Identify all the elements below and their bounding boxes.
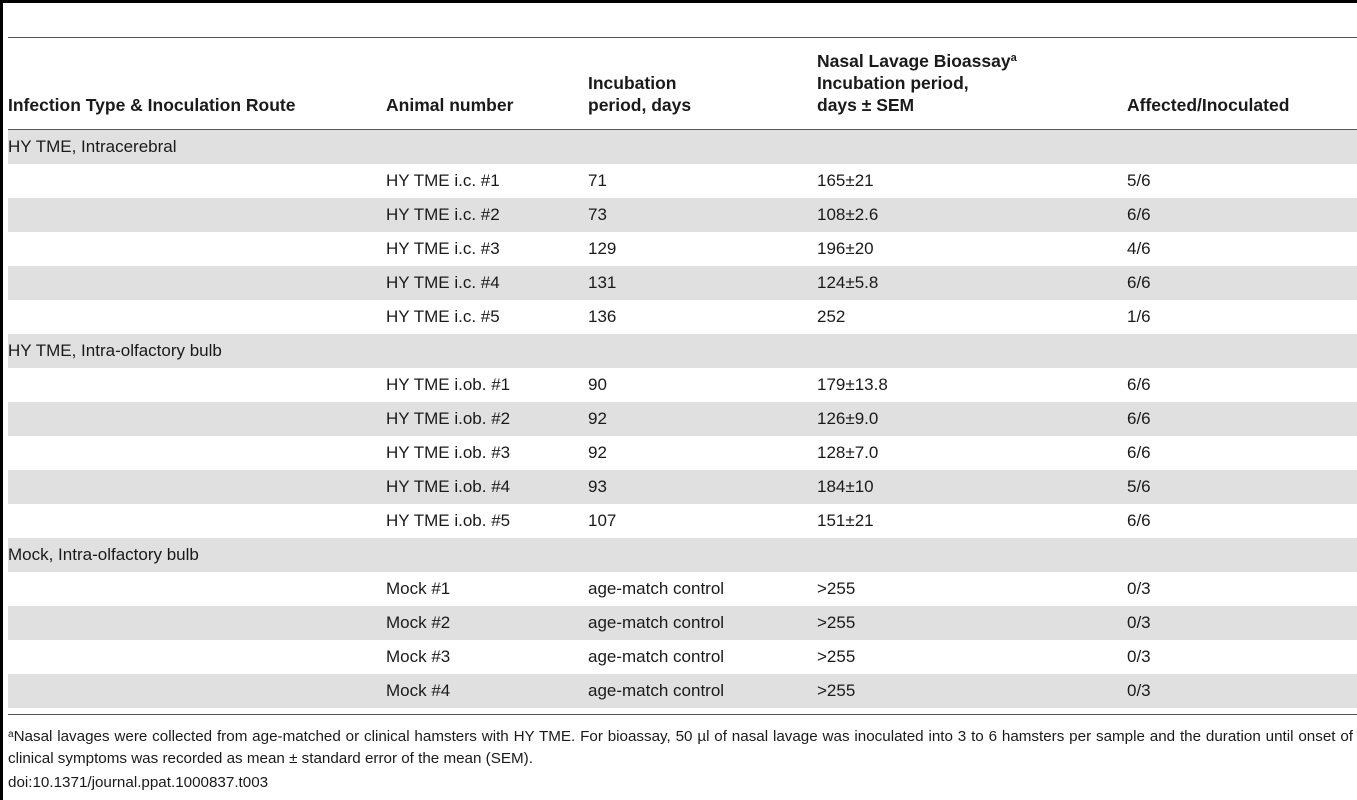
cell-affected: 6/6 — [1127, 443, 1151, 462]
cell-affected: 0/3 — [1127, 613, 1151, 632]
cell-affected: 5/6 — [1127, 171, 1151, 190]
cell-affected: 6/6 — [1127, 375, 1151, 394]
table-row: HY TME i.ob. #4 93 184±10 5/6 — [8, 470, 1357, 504]
cell-bioassay: 128±7.0 — [817, 443, 879, 462]
footnote-text: Nasal lavages were collected from age-ma… — [8, 728, 1353, 767]
cell-bioassay: >255 — [817, 579, 856, 598]
table-row: HY TME i.c. #5 136 252 1/6 — [8, 300, 1357, 334]
cell-animal: Mock #1 — [386, 579, 451, 598]
cell-bioassay: 108±2.6 — [817, 205, 879, 224]
cell-animal: HY TME i.ob. #2 — [386, 409, 511, 428]
frame-top-border — [0, 0, 1357, 3]
cell-animal: HY TME i.c. #3 — [386, 239, 500, 258]
cell-animal: HY TME i.ob. #3 — [386, 443, 511, 462]
cell-affected: 6/6 — [1127, 273, 1151, 292]
table-footnote: aNasal lavages were collected from age-m… — [8, 726, 1353, 770]
cell-animal: HY TME i.c. #1 — [386, 171, 500, 190]
cell-affected: 6/6 — [1127, 409, 1151, 428]
cell-affected: 6/6 — [1127, 511, 1151, 530]
header-route: Infection Type & Inoculation Route — [8, 95, 296, 115]
header-bioassay-sub: Incubation period, days ± SEM — [817, 73, 969, 115]
cell-incubation: 90 — [588, 375, 607, 394]
cell-bioassay: 126±9.0 — [817, 409, 879, 428]
frame-left-border — [0, 0, 3, 800]
cell-animal: Mock #2 — [386, 613, 451, 632]
cell-incubation: 136 — [588, 307, 617, 326]
cell-bioassay: 151±21 — [817, 511, 874, 530]
header-affected: Affected/Inoculated — [1127, 95, 1290, 115]
cell-affected: 6/6 — [1127, 205, 1151, 224]
group-label: Mock, Intra-olfactory bulb — [8, 545, 199, 564]
footnote-marker: a — [8, 729, 14, 740]
cell-affected: 4/6 — [1127, 239, 1151, 258]
header-bioassay-title: Nasal Lavage Bioassay — [817, 51, 1011, 71]
cell-affected: 1/6 — [1127, 307, 1151, 326]
cell-bioassay: 252 — [817, 307, 846, 326]
cell-animal: HY TME i.c. #4 — [386, 273, 500, 292]
group-row: HY TME, Intra-olfactory bulb — [8, 334, 1357, 368]
cell-animal: HY TME i.ob. #5 — [386, 511, 511, 530]
table-row: Mock #1 age-match control >255 0/3 — [8, 572, 1357, 606]
table-row: HY TME i.ob. #3 92 128±7.0 6/6 — [8, 436, 1357, 470]
cell-incubation: 129 — [588, 239, 617, 258]
cell-affected: 0/3 — [1127, 681, 1151, 700]
cell-incubation: 107 — [588, 511, 617, 530]
table-bottom-rule — [8, 714, 1357, 715]
table-row: HY TME i.c. #4 131 124±5.8 6/6 — [8, 266, 1357, 300]
cell-bioassay: 184±10 — [817, 477, 874, 496]
group-label: HY TME, Intracerebral — [8, 137, 177, 156]
cell-bioassay: 179±13.8 — [817, 375, 888, 394]
cell-bioassay: >255 — [817, 647, 856, 666]
table-row: HY TME i.c. #2 73 108±2.6 6/6 — [8, 198, 1357, 232]
cell-animal: HY TME i.c. #2 — [386, 205, 500, 224]
cell-affected: 0/3 — [1127, 647, 1151, 666]
cell-animal: HY TME i.ob. #4 — [386, 477, 511, 496]
cell-incubation: age-match control — [588, 647, 725, 666]
table-row: HY TME i.ob. #1 90 179±13.8 6/6 — [8, 368, 1357, 402]
group-row: HY TME, Intracerebral — [8, 130, 1357, 164]
table-row: Mock #2 age-match control >255 0/3 — [8, 606, 1357, 640]
cell-bioassay: 124±5.8 — [817, 273, 879, 292]
cell-incubation: 73 — [588, 205, 607, 224]
table-row: Mock #4 age-match control >255 0/3 — [8, 674, 1357, 708]
cell-incubation: age-match control — [588, 579, 725, 598]
cell-bioassay: >255 — [817, 681, 856, 700]
cell-animal: Mock #4 — [386, 681, 451, 700]
header-bioassay: Nasal Lavage Bioassaya Incubation period,… — [817, 50, 1017, 116]
table-row: HY TME i.c. #3 129 196±20 4/6 — [8, 232, 1357, 266]
header-bioassay-footnote-marker: a — [1010, 52, 1017, 64]
cell-incubation: 71 — [588, 171, 607, 190]
table-header: Infection Type & Inoculation Route Anima… — [8, 38, 1357, 129]
cell-bioassay: 196±20 — [817, 239, 874, 258]
cell-affected: 0/3 — [1127, 579, 1151, 598]
cell-incubation: 92 — [588, 409, 607, 428]
header-animal: Animal number — [386, 95, 514, 115]
table-row: Mock #3 age-match control >255 0/3 — [8, 640, 1357, 674]
table-row: HY TME i.ob. #5 107 151±21 6/6 — [8, 504, 1357, 538]
group-row: Mock, Intra-olfactory bulb — [8, 538, 1357, 572]
table-body: HY TME, Intracerebral HY TME i.c. #1 71 165… — [8, 130, 1357, 708]
cell-incubation: 131 — [588, 273, 617, 292]
cell-animal: Mock #3 — [386, 647, 451, 666]
cell-animal: HY TME i.c. #5 — [386, 307, 500, 326]
cell-bioassay: 165±21 — [817, 171, 874, 190]
cell-incubation: 93 — [588, 477, 607, 496]
cell-affected: 5/6 — [1127, 477, 1151, 496]
table-row: HY TME i.ob. #2 92 126±9.0 6/6 — [8, 402, 1357, 436]
header-incubation: Incubation period, days — [588, 73, 692, 115]
cell-incubation: age-match control — [588, 613, 725, 632]
cell-incubation: age-match control — [588, 681, 725, 700]
table-top-rule — [8, 37, 1357, 38]
table-header-rule — [8, 129, 1357, 130]
group-label: HY TME, Intra-olfactory bulb — [8, 341, 222, 360]
cell-incubation: 92 — [588, 443, 607, 462]
cell-animal: HY TME i.ob. #1 — [386, 375, 511, 394]
doi-text: doi:10.1371/journal.ppat.1000837.t003 — [8, 774, 269, 791]
table-row: HY TME i.c. #1 71 165±21 5/6 — [8, 164, 1357, 198]
cell-bioassay: >255 — [817, 613, 856, 632]
